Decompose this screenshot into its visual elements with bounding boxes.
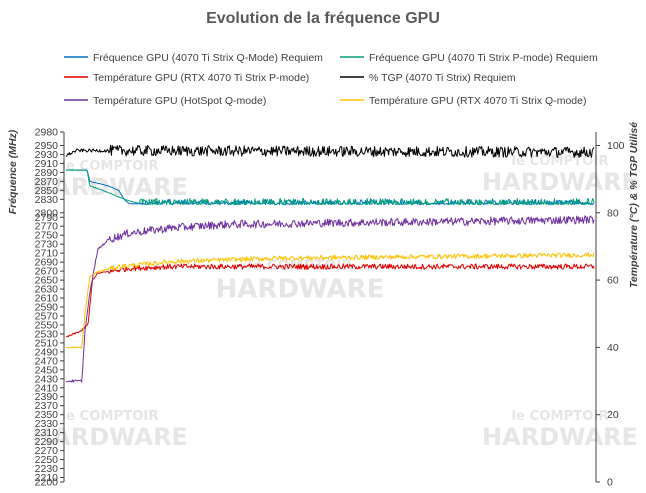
y-tick-label: 2430: [35, 373, 59, 385]
y-tick-label: 2850: [35, 185, 59, 197]
watermark-text-bottom: HARDWARE: [482, 423, 638, 451]
legend-label: Température GPU (RTX 4070 Ti Strix Q-mod…: [369, 95, 586, 107]
y2-tick-label: 0: [607, 477, 613, 489]
legend-label: Température GPU (HotSpot Q-mode): [93, 95, 266, 107]
y-tick-label: 2210: [35, 472, 59, 484]
y-tick-label: 2370: [35, 400, 59, 412]
watermark-text-top: le COMPTOIR: [511, 409, 608, 424]
y-tick-label: 2750: [35, 230, 59, 242]
y-tick-label: 2690: [35, 257, 59, 269]
y-tick-label: 2550: [35, 319, 59, 331]
y-tick-label: 2770: [35, 221, 59, 233]
y-tick-label: 2490: [35, 346, 59, 358]
y-tick-label: 2410: [35, 382, 59, 394]
y-tick-label: 2980: [35, 127, 59, 139]
y2-tick-label: 80: [607, 207, 619, 219]
y2-tick-label: 60: [607, 275, 619, 287]
y-tick-label: 2630: [35, 284, 59, 296]
watermark-text-top: le COMPTOIR: [511, 154, 608, 169]
watermark-text-bottom: HARDWARE: [32, 423, 188, 451]
y-tick-label: 2350: [35, 409, 59, 421]
y-tick-label: 2390: [35, 391, 59, 403]
y-tick-label: 2730: [35, 239, 59, 251]
y-tick-label: 2790: [35, 212, 59, 224]
series-group: [65, 144, 595, 383]
legend: Fréquence GPU (4070 Ti Strix Q-Mode) Req…: [64, 52, 598, 107]
y2-tick-label: 20: [607, 409, 619, 421]
y-tick-label: 2330: [35, 418, 59, 430]
y-tick-label: 2570: [35, 310, 59, 322]
y-tick-label: 2530: [35, 328, 59, 340]
watermark-text-top: le COMPTOIR: [61, 159, 158, 174]
legend-label: Fréquence GPU (4070 Ti Strix Q-Mode) Req…: [93, 52, 323, 64]
legend-label: Fréquence GPU (4070 Ti Strix P-mode) Req…: [369, 52, 598, 64]
series-line: [65, 215, 595, 383]
axes: 2200221022302250227022902310233023502370…: [35, 127, 625, 489]
y-tick-label: 2470: [35, 355, 59, 367]
y-tick-label: 2510: [35, 337, 59, 349]
y2-axis-title: Température (°C) & % TGP Utilisé: [628, 122, 640, 288]
series-line: [65, 263, 595, 338]
y-axis-title: Fréquence (MHz): [7, 129, 19, 214]
y-tick-label: 2650: [35, 275, 59, 287]
series-line: [65, 252, 595, 349]
series-line: [65, 144, 595, 158]
y-tick-label: 2310: [35, 427, 59, 439]
legend-label: % TGP (4070 Ti Strix) Requiem: [369, 72, 516, 84]
watermark-text-top: le COMPTOIR: [61, 409, 158, 424]
y-tick-label: 2250: [35, 454, 59, 466]
y-tick-label: 2870: [35, 176, 59, 188]
y-tick-label: 2910: [35, 158, 59, 170]
y-tick-label: 2200: [35, 477, 59, 489]
y-tick-label: 2450: [35, 364, 59, 376]
y-tick-label: 2890: [35, 167, 59, 179]
y-tick-label: 2610: [35, 293, 59, 305]
series-line: [65, 169, 595, 206]
y2-tick-label: 100: [607, 140, 625, 152]
y-tick-label: 2710: [35, 248, 59, 260]
chart-title: Evolution de la fréquence GPU: [206, 10, 440, 27]
y-tick-label: 2800: [35, 207, 59, 219]
legend-label: Température GPU (RTX 4070 Ti Strix P-mod…: [93, 72, 309, 84]
watermark-text-bottom: HARDWARE: [482, 168, 638, 196]
y-tick-label: 2270: [35, 445, 59, 457]
y-tick-label: 2590: [35, 302, 59, 314]
y2-tick-label: 40: [607, 342, 619, 354]
y-tick-label: 2670: [35, 266, 59, 278]
y-tick-label: 2290: [35, 436, 59, 448]
y-tick-label: 2230: [35, 463, 59, 475]
y-tick-label: 2830: [35, 194, 59, 206]
y-tick-label: 2950: [35, 140, 59, 152]
watermark-text-bottom: HARDWARE: [216, 274, 385, 304]
y-tick-label: 2930: [35, 149, 59, 161]
